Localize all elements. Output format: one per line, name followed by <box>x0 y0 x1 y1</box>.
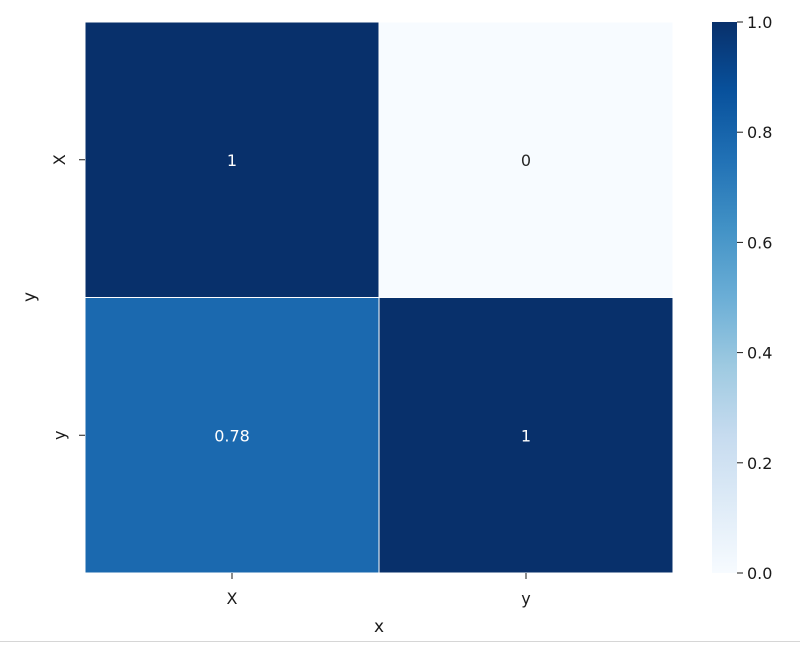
x-tick-label-0: X <box>227 589 238 608</box>
cell-annotation-1-0: 0.78 <box>214 426 250 445</box>
y-tick-label-1: y <box>50 431 69 440</box>
heatmap-cell-0-1 <box>378 21 674 298</box>
heatmap-cell-1-0 <box>84 297 380 574</box>
y-axis-label: y <box>20 292 40 302</box>
cell-annotation-1-1: 1 <box>521 426 531 445</box>
y-tick-label-0: X <box>50 154 69 165</box>
colorbar-tick-label-5: 1.0 <box>747 13 772 32</box>
colorbar-tick-label-2: 0.4 <box>747 344 772 363</box>
window-bottom-border <box>0 641 800 642</box>
x-axis-label: x <box>374 617 384 637</box>
colorbar-tick-label-4: 0.8 <box>747 123 772 142</box>
x-tick-label-1: y <box>521 589 530 608</box>
heatmap-cell-0-0 <box>84 21 380 298</box>
cell-annotation-0-1: 0 <box>521 151 531 170</box>
cell-annotation-0-0: 1 <box>227 151 237 170</box>
colorbar-tick-label-1: 0.2 <box>747 454 772 473</box>
colorbar-tick-label-3: 0.6 <box>747 233 772 252</box>
colorbar <box>712 22 737 573</box>
colorbar-tick-label-0: 0.0 <box>747 564 772 583</box>
heatmap-cell-1-1 <box>378 297 674 574</box>
